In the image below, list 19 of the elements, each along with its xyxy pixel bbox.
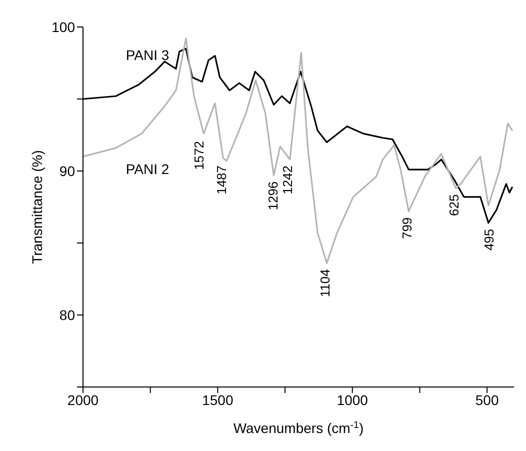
annotation: 1487	[214, 165, 230, 194]
annotation: 1572	[191, 141, 206, 170]
y-tick-label: 100	[52, 18, 76, 35]
x-tick-label: 1500	[202, 392, 234, 408]
x-tick-label: 1000	[336, 392, 368, 408]
annotation: 625	[446, 194, 462, 216]
annotation: 1104	[317, 269, 332, 298]
annotation: 1242	[280, 165, 296, 194]
annotation: 495	[481, 228, 496, 251]
y-tick-label: 80	[59, 306, 76, 323]
x-axis-title: Wavenumbers (cm$^{-1}$)	[233, 420, 364, 436]
x-tick-label: 2000	[67, 392, 99, 408]
y-tick-label: 90	[59, 162, 76, 179]
annotation: 1296	[266, 181, 281, 210]
annotation: 799	[400, 217, 415, 240]
y-axis-title: Transmittance (%)	[29, 150, 45, 264]
series-label: PANI 3	[126, 47, 170, 64]
x-tick-label: 500	[475, 392, 499, 408]
series-label: PANI 2	[126, 160, 170, 177]
